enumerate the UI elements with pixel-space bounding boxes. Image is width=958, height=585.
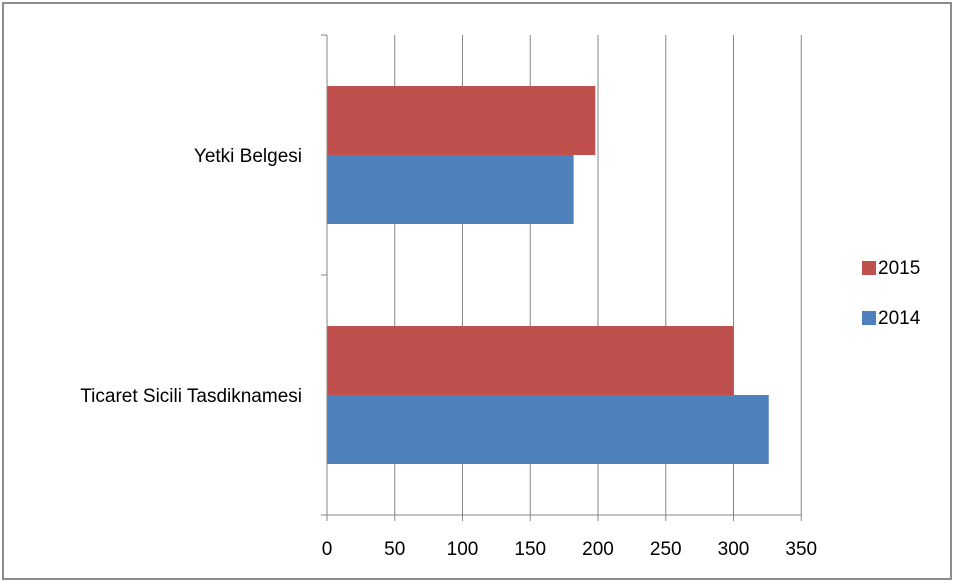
- x-tick-label: 150: [514, 539, 546, 560]
- category-labels: Yetki Belgesi Ticaret Sicili Tasdiknamesi: [80, 146, 302, 407]
- legend: 2015 2014: [862, 258, 921, 329]
- x-tick-labels: 0 50 100 150 200 250 300 350: [322, 539, 817, 560]
- bar-2014-1: [327, 395, 769, 464]
- legend-swatch-2014: [862, 311, 876, 325]
- bar-2014-0: [327, 155, 574, 224]
- legend-label: 2014: [878, 308, 921, 329]
- x-tick-label: 250: [650, 539, 682, 560]
- legend-label: 2015: [878, 258, 920, 279]
- category-label: Ticaret Sicili Tasdiknamesi: [80, 386, 302, 407]
- x-tick-label: 100: [447, 539, 479, 560]
- axes: [321, 34, 802, 521]
- x-tick-label: 50: [384, 539, 405, 560]
- x-tick-label: 350: [785, 539, 817, 560]
- bar-2015-1: [327, 326, 734, 395]
- bar-2015-0: [327, 86, 596, 155]
- legend-swatch-2015: [862, 261, 876, 275]
- x-tick-label: 0: [322, 539, 333, 560]
- x-tick-label: 300: [718, 539, 750, 560]
- bars: [327, 86, 769, 464]
- category-label: Yetki Belgesi: [194, 146, 302, 167]
- x-tick-label: 200: [582, 539, 614, 560]
